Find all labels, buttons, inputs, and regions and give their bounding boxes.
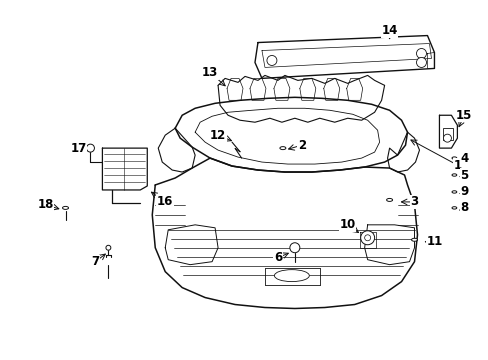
Text: 12: 12 — [209, 129, 226, 142]
Text: 3: 3 — [409, 195, 418, 208]
Ellipse shape — [279, 147, 285, 150]
Ellipse shape — [62, 206, 68, 210]
Ellipse shape — [451, 191, 456, 193]
Circle shape — [266, 55, 276, 66]
Text: 9: 9 — [459, 185, 468, 198]
Ellipse shape — [451, 157, 456, 159]
Ellipse shape — [274, 270, 309, 282]
Text: 17: 17 — [70, 141, 86, 155]
Circle shape — [360, 231, 374, 245]
Circle shape — [443, 134, 450, 142]
Ellipse shape — [411, 238, 417, 241]
Text: 1: 1 — [452, 158, 461, 172]
Circle shape — [289, 243, 299, 253]
Bar — [443, 128, 452, 140]
Text: 8: 8 — [459, 201, 468, 215]
Ellipse shape — [386, 198, 392, 201]
Text: 2: 2 — [297, 139, 305, 152]
Text: 10: 10 — [339, 218, 355, 231]
Text: 14: 14 — [381, 24, 397, 37]
Text: 4: 4 — [459, 152, 468, 165]
Circle shape — [416, 49, 426, 58]
Text: 6: 6 — [273, 251, 282, 264]
Ellipse shape — [451, 174, 456, 176]
Circle shape — [86, 144, 94, 152]
Circle shape — [416, 58, 426, 67]
Text: 13: 13 — [202, 66, 218, 79]
Circle shape — [106, 245, 111, 250]
Ellipse shape — [451, 207, 456, 209]
Text: 5: 5 — [459, 168, 468, 181]
Text: 7: 7 — [91, 255, 99, 268]
Circle shape — [364, 235, 370, 241]
Text: 16: 16 — [157, 195, 173, 208]
Text: 11: 11 — [426, 235, 442, 248]
Text: 18: 18 — [37, 198, 54, 211]
Text: 15: 15 — [455, 109, 471, 122]
